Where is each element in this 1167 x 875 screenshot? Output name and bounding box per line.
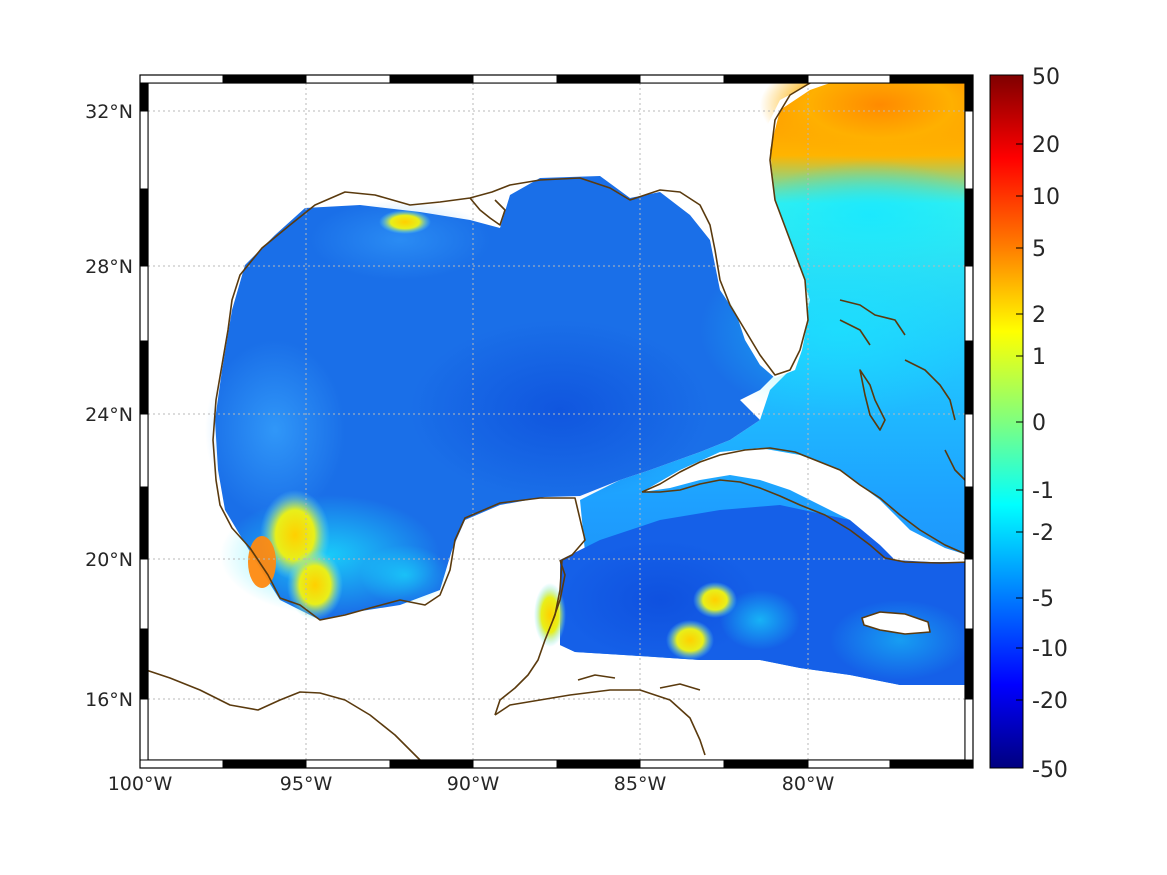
hot-patch-mexico <box>248 536 276 588</box>
lon-tick-label: 85°W <box>614 773 667 795</box>
coast-belize-islands <box>577 674 616 681</box>
outer-frame <box>139 74 974 769</box>
colorbar-labels: 50 20 10 5 2 1 0 -1 -2 -5 -10 -20 -50 <box>1032 65 1068 783</box>
coast-bahamas-a <box>839 299 906 336</box>
deep-patch-central <box>410 320 710 500</box>
lat-tick-label: 20°N <box>85 549 133 571</box>
coast-bahamas-d <box>839 319 871 346</box>
lat-tick-label: 24°N <box>85 404 133 426</box>
lat-tick-label: 16°N <box>85 689 133 711</box>
colorbar-label: 2 <box>1032 303 1046 328</box>
land-cuba <box>642 448 965 562</box>
frame-right <box>964 82 974 761</box>
cyan-patch-bay <box>360 545 450 605</box>
lat-tick-label: 28°N <box>85 256 133 278</box>
warm-patch-louisiana <box>379 210 431 234</box>
coast-central-america <box>494 689 706 756</box>
coast-bahamas-b <box>859 369 886 431</box>
lightblue-patch-west <box>205 340 345 520</box>
colorbar-label: 20 <box>1032 133 1060 158</box>
colorbar-label: 50 <box>1032 65 1060 90</box>
lon-tick-labels: 100°W 95°W 90°W 85°W 80°W <box>108 773 835 795</box>
coast-yucatan-islands <box>552 559 566 621</box>
warm-atlantic-north <box>760 83 965 160</box>
warm-patch-mexico-b <box>287 550 343 620</box>
frame-bottom <box>139 759 974 769</box>
colorbar-ticks <box>1016 143 1023 701</box>
coast-pacific-mexico <box>139 667 421 761</box>
coast-bahamas-c <box>904 359 956 421</box>
colorbar-label: -10 <box>1032 637 1068 662</box>
cyan-band-atlantic <box>750 160 965 270</box>
coast-us-gulf <box>221 82 811 376</box>
colorbar: 50 20 10 5 2 1 0 -1 -2 -5 -10 -20 -50 <box>989 65 1068 783</box>
colorbar-label: -2 <box>1032 521 1054 546</box>
coast-cuba <box>641 447 971 564</box>
data-field <box>205 83 965 685</box>
land-florida <box>700 83 830 378</box>
coast-louisiana-delta <box>469 197 506 226</box>
colorbar-label: -5 <box>1032 587 1054 612</box>
warm-patch-honduras-b <box>666 620 714 660</box>
colorbar-label: -1 <box>1032 479 1054 504</box>
colorbar-label: -20 <box>1032 689 1068 714</box>
lon-tick-label: 90°W <box>447 773 500 795</box>
frame-top <box>139 74 974 84</box>
colorbar-label: 0 <box>1032 411 1046 436</box>
lon-tick-label: 95°W <box>280 773 333 795</box>
colorbar-label: 10 <box>1032 185 1060 210</box>
cyan-patch-honduras <box>720 590 800 650</box>
lon-tick-label: 100°W <box>108 773 173 795</box>
lat-tick-labels: 32°N 28°N 24°N 20°N 16°N <box>85 101 133 711</box>
coastlines <box>139 82 971 761</box>
coast-jamaica <box>861 611 931 635</box>
lon-tick-label: 80°W <box>782 773 835 795</box>
coast-mexico-gulf <box>212 364 586 716</box>
coast-honduras-islands <box>659 683 701 691</box>
coast-hispaniola-edge <box>944 449 966 481</box>
lightblue-patch-north <box>310 200 490 280</box>
colorbar-label: -50 <box>1032 758 1068 783</box>
cyan-patch-carib-east <box>830 600 965 680</box>
colorbar-label: 5 <box>1032 237 1046 262</box>
frame-left <box>139 82 149 761</box>
colorbar-label: 1 <box>1032 345 1046 370</box>
lat-tick-label: 32°N <box>85 101 133 123</box>
